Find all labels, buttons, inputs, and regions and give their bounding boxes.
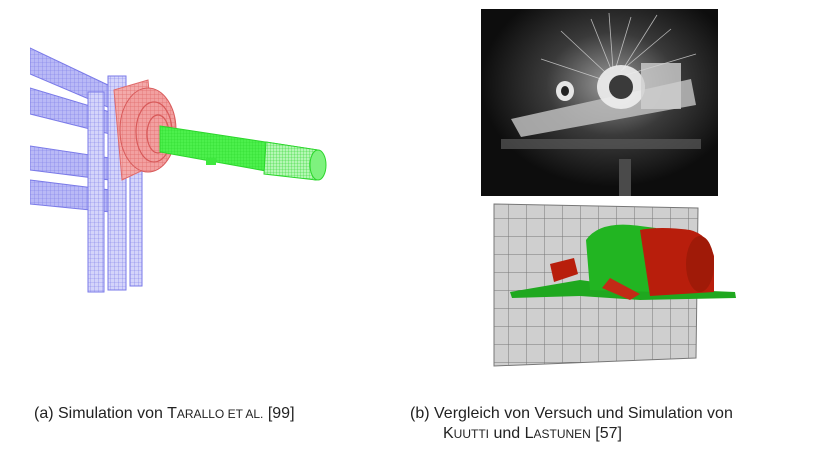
experiment-photo-image [481,9,718,196]
simulation-deformed-tube [510,224,736,300]
caption-a-ref: [99] [263,405,295,422]
caption-b-joiner: und [489,425,525,442]
caption-a-prefix: (a) Simulation von [34,405,168,422]
caption-b-author2-rest: ASTUNEN [533,427,591,441]
caption-b-authors-line: KUUTTI und LASTUNEN [57] [410,424,835,444]
caption-a-author-rest: ARALLO ET AL. [176,407,264,421]
caption-a-author-initial: T [167,405,177,422]
simulation-mesh-image [29,47,327,293]
caption-b-ref: [57] [590,425,622,442]
comparison-simulation-image [493,203,736,367]
figure-b-simulation [490,200,740,370]
caption-b-prefix: (b) Vergleich von Versuch und Simulation… [410,405,733,422]
caption-b-author2-initial: L [524,425,534,442]
figure-b-experiment-photo [481,9,718,196]
green-tube [159,125,327,181]
caption-b-author1-rest: UUTTI [453,427,489,441]
blue-frame-columns [87,75,143,293]
caption-b-author1-initial: K [443,425,454,442]
caption-a: (a) Simulation von TARALLO ET AL. [99] [34,404,394,424]
figure-a-simulation [29,46,330,302]
caption-b: (b) Vergleich von Versuch und Simulation… [410,404,835,444]
